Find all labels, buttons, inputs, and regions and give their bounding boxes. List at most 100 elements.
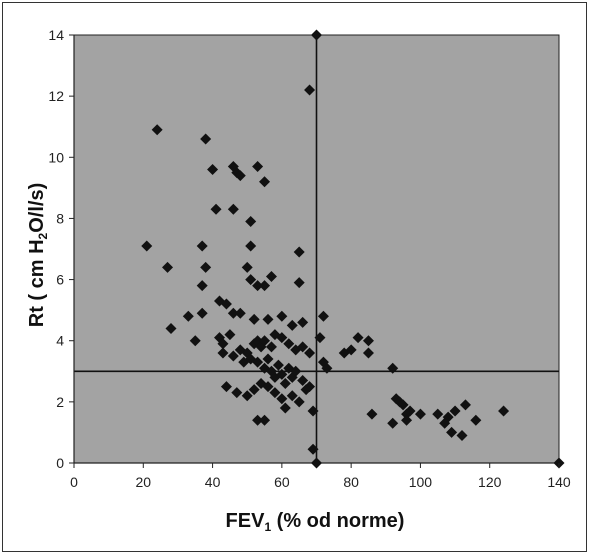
y-tick-label: 10 [48, 149, 64, 165]
data-point [439, 417, 451, 429]
data-point [387, 417, 399, 429]
data-point [279, 378, 291, 390]
data-point [248, 384, 260, 396]
chart-frame: 0 20 40 60 80 100 120 140 0 2 4 6 8 10 12 14 FEV1 (% o… [2, 2, 587, 552]
x-axis-ticks: 0 20 40 60 80 100 120 140 [70, 463, 571, 490]
x-tick-label: 20 [135, 474, 151, 490]
data-point [300, 384, 312, 396]
data-point [314, 332, 326, 344]
data-point [241, 261, 253, 273]
data-point [234, 307, 246, 319]
data-point [241, 390, 253, 402]
data-point [252, 280, 264, 292]
x-tick-label: 0 [70, 474, 78, 490]
data-point [200, 261, 212, 273]
data-point [304, 84, 316, 96]
x-tick-label: 80 [343, 474, 359, 490]
data-point [262, 381, 274, 393]
data-point [141, 240, 153, 252]
data-point [446, 426, 458, 438]
data-point [259, 335, 271, 347]
x-tick-label: 140 [547, 474, 571, 490]
data-point [217, 338, 229, 350]
data-point [290, 365, 302, 377]
data-point [283, 338, 295, 350]
data-point [404, 405, 416, 417]
data-point [449, 405, 461, 417]
y-tick-label: 4 [56, 333, 64, 349]
data-point [245, 353, 257, 365]
data-point [293, 246, 305, 258]
data-point [262, 313, 274, 325]
data-point [276, 310, 288, 322]
data-point [227, 203, 239, 215]
data-point [459, 399, 471, 411]
data-point [196, 307, 208, 319]
y-tick-label: 2 [56, 394, 64, 410]
data-point [196, 240, 208, 252]
data-point [220, 298, 232, 310]
data-point [245, 240, 257, 252]
x-tick-label: 40 [205, 474, 221, 490]
data-point [456, 429, 468, 441]
data-point [165, 322, 177, 334]
data-point [352, 332, 364, 344]
data-point [245, 274, 257, 286]
data-point [262, 353, 274, 365]
data-point [279, 402, 291, 414]
data-point [304, 347, 316, 359]
data-point [311, 29, 322, 41]
data-point [234, 170, 246, 182]
y-axis-title: Rt ( cm H2O/l/s) [26, 183, 50, 328]
data-point [207, 164, 219, 176]
data-point [293, 396, 305, 408]
data-point [196, 280, 208, 292]
data-point [182, 310, 194, 322]
data-point [265, 341, 277, 353]
data-point [269, 387, 281, 399]
data-point [265, 271, 277, 283]
data-point [151, 124, 163, 136]
data-points [141, 29, 565, 469]
y-tick-label: 0 [56, 455, 64, 471]
data-point [245, 215, 257, 227]
data-point [286, 319, 298, 331]
data-point [210, 203, 222, 215]
data-point [231, 387, 243, 399]
x-tick-label: 120 [478, 474, 502, 490]
data-point [297, 341, 309, 353]
data-point [276, 332, 288, 344]
x-axis-title: FEV1 (% od norme) [226, 510, 405, 534]
data-point [293, 277, 305, 289]
data-point [217, 347, 229, 359]
data-point [276, 393, 288, 405]
data-point [401, 414, 413, 426]
data-point [227, 350, 239, 362]
data-point [345, 344, 357, 356]
data-point [317, 310, 329, 322]
data-point [227, 307, 239, 319]
data-point [252, 414, 264, 426]
x-tick-label: 100 [409, 474, 433, 490]
data-point [259, 414, 271, 426]
data-point [259, 280, 271, 292]
data-point [259, 176, 271, 188]
data-point [397, 399, 409, 411]
x-tick-label: 60 [274, 474, 290, 490]
data-point [200, 133, 212, 145]
data-point [311, 457, 322, 469]
data-point [162, 261, 174, 273]
data-point [498, 405, 510, 417]
scatter-chart: 0 20 40 60 80 100 120 140 0 2 4 6 8 10 12 14 FEV1 (% o… [26, 27, 571, 534]
y-tick-label: 14 [48, 27, 64, 43]
data-point [276, 368, 288, 380]
data-point [387, 362, 399, 374]
data-point [307, 405, 319, 417]
data-point [248, 313, 260, 325]
data-point [297, 374, 309, 386]
data-point [272, 359, 284, 371]
data-point [414, 408, 426, 420]
data-point [297, 316, 309, 328]
data-point [252, 356, 264, 368]
data-point [362, 335, 374, 347]
